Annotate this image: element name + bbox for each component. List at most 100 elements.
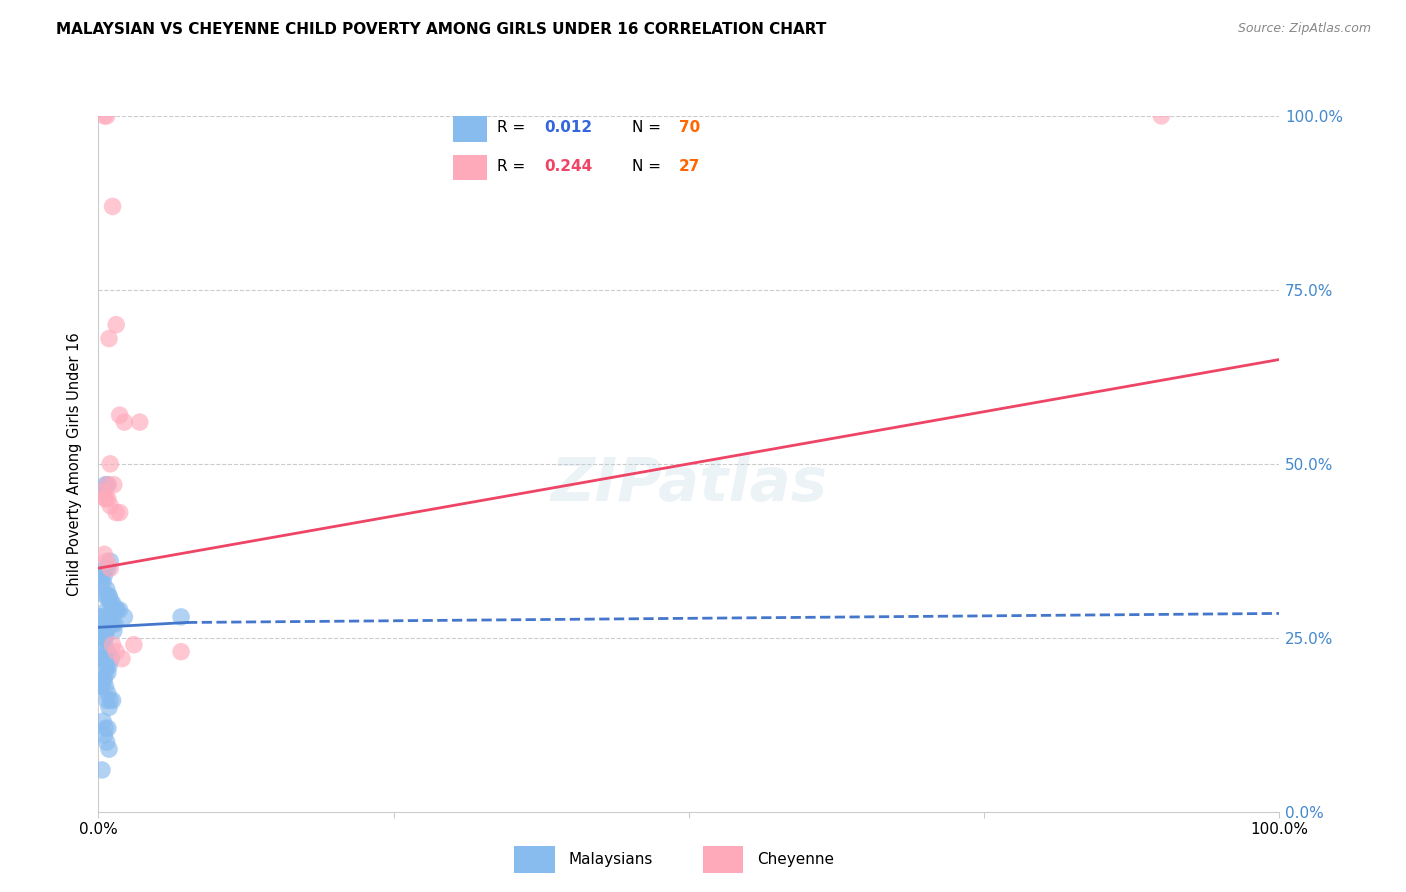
Point: [1150, 109, 1173, 123]
Point: [91, 631, 114, 645]
Point: [97, 477, 120, 491]
Point: [101, 616, 124, 631]
Point: [93, 568, 115, 582]
Point: [93, 547, 115, 561]
Point: [94, 631, 117, 645]
Text: N =: N =: [631, 159, 661, 174]
Point: [96, 603, 118, 617]
Point: [96, 554, 118, 568]
Point: [97, 616, 120, 631]
Point: [100, 651, 122, 665]
Point: [97, 645, 120, 659]
Point: [122, 638, 145, 652]
Point: [104, 616, 127, 631]
Point: [96, 582, 118, 596]
Point: [98, 658, 121, 673]
Point: [93, 624, 115, 638]
Point: [91, 616, 114, 631]
Point: [94, 624, 117, 638]
Point: [170, 610, 193, 624]
Point: [91, 680, 114, 694]
Y-axis label: Child Poverty Among Girls Under 16: Child Poverty Among Girls Under 16: [67, 332, 83, 596]
Point: [101, 596, 124, 610]
Point: [91, 673, 114, 687]
Point: [105, 318, 128, 332]
Bar: [453, 154, 486, 180]
Point: [91, 484, 114, 499]
Text: R =: R =: [496, 120, 524, 135]
Point: [105, 645, 128, 659]
Point: [112, 415, 135, 429]
Point: [94, 589, 117, 603]
Point: [97, 561, 120, 575]
Point: [98, 589, 121, 603]
Point: [97, 477, 120, 491]
Point: [96, 589, 118, 603]
Point: [98, 610, 121, 624]
Point: [93, 673, 115, 687]
Text: N =: N =: [631, 120, 661, 135]
Point: [91, 638, 114, 652]
Point: [94, 491, 117, 506]
Point: [98, 561, 121, 575]
Point: [91, 763, 114, 777]
Point: [97, 686, 120, 700]
Point: [98, 554, 121, 568]
Point: [98, 693, 121, 707]
Point: [94, 491, 117, 506]
Point: [93, 109, 115, 123]
Point: [91, 575, 114, 590]
Point: [103, 477, 125, 491]
Point: [108, 603, 131, 617]
Text: Source: ZipAtlas.com: Source: ZipAtlas.com: [1237, 22, 1371, 36]
Text: Malaysians: Malaysians: [568, 852, 652, 867]
Text: 0.244: 0.244: [544, 159, 592, 174]
Point: [103, 624, 125, 638]
Point: [98, 596, 121, 610]
Text: Cheyenne: Cheyenne: [756, 852, 834, 867]
Point: [94, 561, 117, 575]
Point: [105, 506, 128, 520]
Point: [100, 596, 122, 610]
Point: [101, 638, 124, 652]
Bar: [515, 847, 554, 873]
Point: [91, 616, 114, 631]
Point: [98, 610, 121, 624]
Point: [93, 728, 115, 742]
Point: [91, 484, 114, 499]
Point: [91, 651, 114, 665]
Point: [98, 457, 121, 471]
Point: [91, 568, 114, 582]
Point: [105, 603, 128, 617]
Text: 70: 70: [679, 120, 700, 135]
Point: [93, 651, 115, 665]
Point: [105, 603, 128, 617]
Bar: [453, 116, 486, 142]
Point: [98, 700, 121, 714]
Point: [96, 624, 118, 638]
Point: [96, 735, 118, 749]
Point: [112, 610, 135, 624]
Point: [101, 199, 124, 213]
Point: [94, 721, 117, 735]
Bar: [703, 847, 744, 873]
Text: R =: R =: [496, 159, 524, 174]
Text: MALAYSIAN VS CHEYENNE CHILD POVERTY AMONG GIRLS UNDER 16 CORRELATION CHART: MALAYSIAN VS CHEYENNE CHILD POVERTY AMON…: [56, 22, 827, 37]
Point: [111, 651, 134, 665]
Point: [170, 645, 193, 659]
Point: [91, 610, 114, 624]
Point: [90, 575, 112, 590]
Point: [108, 506, 131, 520]
Point: [91, 651, 114, 665]
Point: [94, 477, 117, 491]
Point: [98, 589, 121, 603]
Point: [98, 499, 121, 513]
Point: [98, 742, 121, 756]
Point: [108, 408, 131, 422]
Point: [97, 491, 120, 506]
Point: [96, 658, 118, 673]
Point: [90, 610, 112, 624]
Point: [93, 638, 115, 652]
Point: [98, 616, 121, 631]
Point: [128, 415, 150, 429]
